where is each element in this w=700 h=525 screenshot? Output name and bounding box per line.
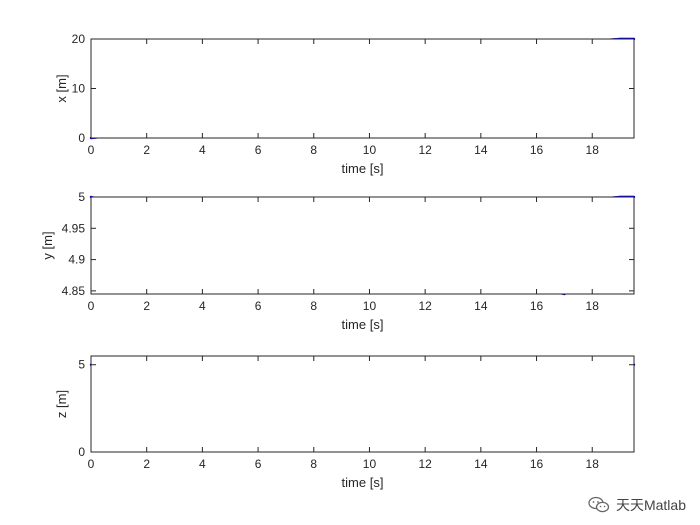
x-tick-label: 18	[586, 299, 600, 313]
x-tick-label: 16	[530, 143, 544, 157]
axes-box	[90, 196, 635, 295]
x-tick-label: 0	[88, 143, 95, 157]
x-tick-label: 2	[143, 299, 150, 313]
wechat-icon	[588, 496, 610, 513]
x-tick-label: 14	[474, 143, 488, 157]
x-tick-label: 16	[530, 457, 544, 471]
x-tick-label: 18	[586, 457, 600, 471]
y-tick-label: 0	[78, 445, 85, 459]
x-tick-label: 8	[310, 299, 317, 313]
x-tick-label: 14	[474, 299, 488, 313]
x-tick-label: 4	[199, 143, 206, 157]
x-tick-label: 16	[530, 299, 544, 313]
x-tick-label: 2	[143, 143, 150, 157]
x-tick-label: 6	[255, 457, 262, 471]
x-tick-label: 2	[143, 457, 150, 471]
y-tick-label: 4.85	[62, 284, 86, 298]
x-tick-label: 6	[255, 299, 262, 313]
y-tick-label: 5	[78, 190, 85, 204]
x-tick-label: 12	[418, 143, 432, 157]
x-tick-label: 18	[586, 143, 600, 157]
axes-box	[90, 38, 635, 139]
y-tick-label: 0	[78, 131, 85, 145]
y-tick-label: 4.95	[62, 221, 86, 235]
y-tick-label: 5	[78, 358, 85, 372]
y-axis-label: z [m]	[54, 390, 69, 418]
y-tick-label: 20	[72, 32, 86, 46]
x-tick-label: 8	[310, 143, 317, 157]
subplot-1: 0 2 4 6 8 10 12 14 16 18 0 10 20 time [s] x [m]	[54, 32, 636, 176]
x-tick-label: 10	[363, 299, 377, 313]
x-axis-label: time [s]	[342, 475, 384, 490]
x-tick-label: 4	[199, 299, 206, 313]
y-tick-label: 4.9	[68, 253, 85, 267]
x-tick-label: 10	[363, 457, 377, 471]
watermark-text: 天天Matlab	[615, 497, 686, 513]
x-tick-label: 14	[474, 457, 488, 471]
x-axis-label: time [s]	[342, 161, 384, 176]
x-tick-label: 0	[88, 299, 95, 313]
x-tick-label: 12	[418, 457, 432, 471]
subplot-3: 0 2 4 6 8 10 12 14 16 18 0 5 time [s] z [m]	[54, 355, 636, 490]
axes-box	[90, 355, 635, 453]
x-tick-label: 12	[418, 299, 432, 313]
y-axis-label: y [m]	[40, 231, 55, 259]
x-tick-label: 6	[255, 143, 262, 157]
x-tick-label: 8	[310, 457, 317, 471]
x-axis-label: time [s]	[342, 317, 384, 332]
x-tick-label: 0	[88, 457, 95, 471]
y-axis-label: x [m]	[54, 74, 69, 102]
subplot-2: 0 2 4 6 8 10 12 14 16 18 4.85 4.9 4.95 5 time [s] y [m]	[40, 190, 636, 332]
y-tick-label: 10	[72, 82, 86, 96]
watermark: 天天Matlab	[588, 495, 686, 515]
x-tick-label: 4	[199, 457, 206, 471]
x-tick-label: 10	[363, 143, 377, 157]
